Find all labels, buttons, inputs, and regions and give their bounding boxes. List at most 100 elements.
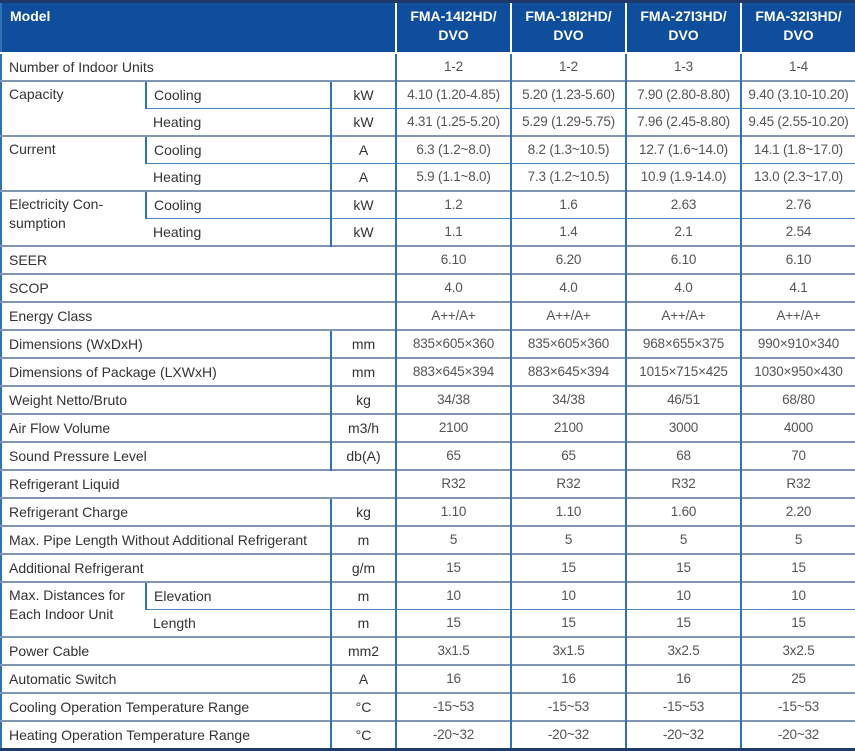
row-label: Refrigerant Charge (1, 497, 331, 526)
value-cell: 835×605×360 (510, 329, 626, 358)
value-cell: 835×605×360 (395, 329, 511, 358)
row-sublabel: Cooling (145, 135, 331, 164)
value-cell: 15 (625, 609, 741, 637)
table-row: Heating Operation Temperature Range °C -20… (1, 720, 855, 750)
unit-cell: g/m (330, 553, 396, 582)
value-cell: 70 (740, 441, 855, 470)
value-cell: 6.3 (1.2~8.0) (395, 135, 511, 164)
value-cell: 2.1 (625, 218, 741, 246)
value-cell: 15 (625, 553, 741, 582)
value-cell: 15 (395, 609, 511, 637)
value-cell: 10 (740, 581, 855, 610)
value-cell: -15~53 (625, 692, 741, 721)
value-cell: 2.20 (740, 497, 855, 526)
unit-cell: A (330, 135, 396, 164)
value-cell: 2100 (510, 413, 626, 442)
value-cell: 1.4 (510, 218, 626, 246)
table-row: Max. Distances for Each Indoor Unit Eleva… (1, 581, 855, 637)
unit-cell: db(A) (330, 441, 396, 470)
table-row: Weight Netto/Bruto kg 34/38 34/38 46/51 68/80 (1, 385, 855, 414)
table-row: Heating kW 4.31 (1.25-5.20) 5.29 (1.29-5.75… (1, 108, 855, 136)
unit-cell: kW (330, 218, 396, 246)
row-label: Capacity (1, 80, 146, 136)
value-cell: -15~53 (395, 692, 511, 721)
row-label: Air Flow Volume (1, 413, 331, 442)
unit-cell: m (330, 609, 396, 637)
value-cell: 15 (740, 553, 855, 582)
table-row: Max. Pipe Length Without Additional Refr… (1, 525, 855, 554)
row-label: Max. Distances for Each Indoor Unit (1, 581, 146, 637)
value-cell: 3000 (625, 413, 741, 442)
table-row: Current Cooling A 6.3 (1.2~8.0) 8.2 (1.3~10.… (1, 135, 855, 191)
value-cell: 15 (510, 553, 626, 582)
value-cell: 1.10 (510, 497, 626, 526)
value-cell: 4.1 (740, 273, 855, 302)
row-label: Energy Class (1, 301, 396, 330)
value-cell: A++/A+ (395, 301, 511, 330)
value-cell: 6.10 (395, 245, 511, 274)
table-row: Electricity Con- sumption Cooling kW 1.2 1.6… (1, 190, 855, 246)
row-label: Cooling Operation Temperature Range (1, 692, 331, 721)
row-sublabel: Heating (146, 163, 331, 191)
value-cell: 4.31 (1.25-5.20) (395, 108, 511, 136)
value-cell: -20~32 (625, 720, 741, 750)
unit-cell: mm2 (330, 636, 396, 665)
row-sublabel: Heating (146, 218, 331, 246)
value-cell: 34/38 (395, 385, 511, 414)
row-sublabel: Elevation (145, 581, 331, 610)
value-cell: 2100 (395, 413, 511, 442)
row-sublabel: Cooling (145, 190, 331, 219)
unit-cell: m3/h (330, 413, 396, 442)
value-cell: -15~53 (510, 692, 626, 721)
value-cell: 3x2.5 (740, 636, 855, 665)
value-cell: 1.1 (395, 218, 511, 246)
table-row: Air Flow Volume m3/h 2100 2100 3000 4000 (1, 413, 855, 442)
unit-cell: mm (330, 357, 396, 386)
row-label: Current (1, 135, 146, 191)
value-cell: 5 (625, 525, 741, 554)
unit-cell: A (330, 163, 396, 191)
unit-cell: A (330, 664, 396, 693)
table-row: Number of Indoor Units 1-2 1-2 1-3 1-4 (1, 53, 855, 81)
value-cell: 1-2 (510, 53, 626, 81)
value-cell: -20~32 (395, 720, 511, 750)
value-cell: 3x1.5 (395, 636, 511, 665)
unit-cell: kW (330, 190, 396, 219)
value-cell: 16 (395, 664, 511, 693)
unit-cell: °C (330, 720, 396, 750)
value-cell: 12.7 (1.6~14.0) (625, 135, 741, 164)
value-cell: 883×645×394 (510, 357, 626, 386)
value-cell: R32 (740, 469, 855, 498)
value-cell: A++/A+ (625, 301, 741, 330)
value-cell: 25 (740, 664, 855, 693)
value-cell: 4.0 (510, 273, 626, 302)
value-cell: 1.2 (395, 190, 511, 219)
row-label: Heating Operation Temperature Range (1, 720, 331, 750)
value-cell: 5 (740, 525, 855, 554)
value-cell: 1-3 (625, 53, 741, 81)
table-row: SEER 6.10 6.20 6.10 6.10 (1, 245, 855, 274)
value-cell: 4.0 (395, 273, 511, 302)
unit-cell: mm (330, 329, 396, 358)
value-cell: 65 (510, 441, 626, 470)
model-column-header: FMA-14I2HD/ DVO (395, 1, 511, 54)
value-cell: 883×645×394 (395, 357, 511, 386)
table-row: Automatic Switch A 16 16 16 25 (1, 664, 855, 693)
table-row: Energy Class A++/A+ A++/A+ A++/A+ A++/A+ (1, 301, 855, 330)
value-cell: 34/38 (510, 385, 626, 414)
value-cell: R32 (625, 469, 741, 498)
row-sublabel: Length (146, 609, 331, 637)
value-cell: 5.20 (1.23-5.60) (510, 80, 626, 109)
table-header-row: Model FMA-14I2HD/ DVO FMA-18I2HD/ DVO FM… (1, 1, 855, 54)
row-label: Weight Netto/Bruto (1, 385, 331, 414)
value-cell: 1.10 (395, 497, 511, 526)
value-cell: 2.54 (740, 218, 855, 246)
table-row: Power Cable mm2 3x1.5 3x1.5 3x2.5 3x2.5 (1, 636, 855, 665)
value-cell: 9.40 (3.10-10.20) (740, 80, 855, 109)
value-cell: 68/80 (740, 385, 855, 414)
row-sublabel: Heating (146, 108, 331, 136)
value-cell: 4.10 (1.20-4.85) (395, 80, 511, 109)
spec-table-body: Number of Indoor Units 1-2 1-2 1-3 1-4 Capaci… (1, 53, 855, 750)
table-row: Heating A 5.9 (1.1~8.0) 7.3 (1.2~10.5) 10.9 … (1, 163, 855, 191)
